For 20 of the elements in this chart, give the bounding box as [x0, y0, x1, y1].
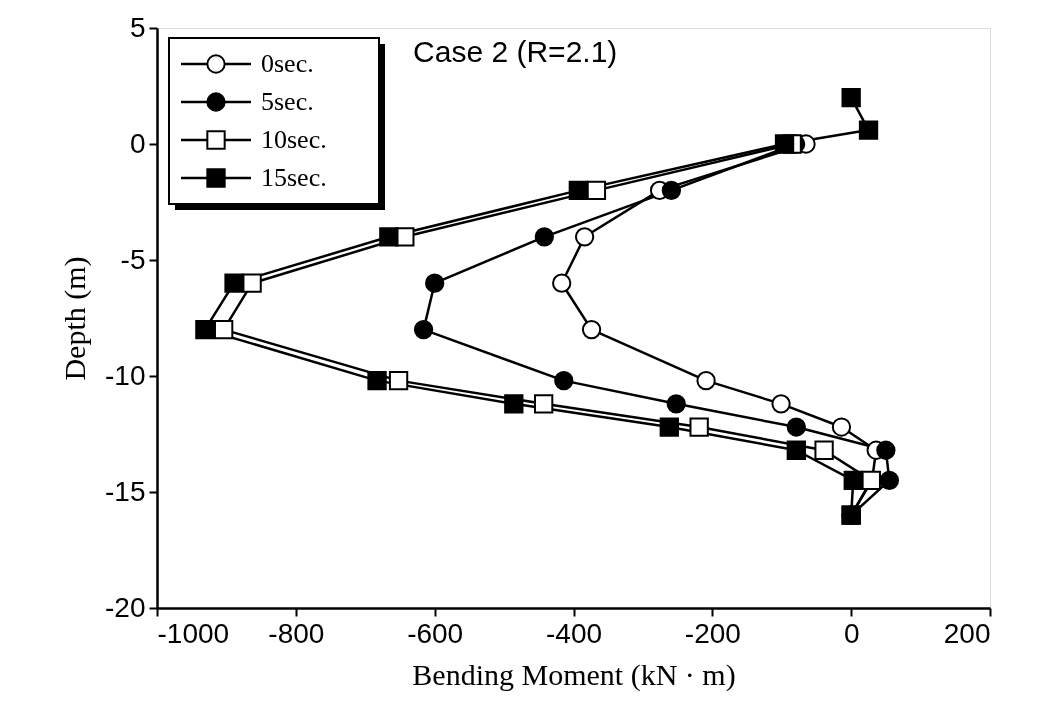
legend-label: 15sec. — [261, 163, 327, 192]
legend-label: 0sec. — [261, 49, 314, 78]
legend-label: 5sec. — [261, 87, 314, 116]
y-axis-title: Depth (m) — [58, 256, 93, 381]
x-tick-label: -800 — [268, 617, 325, 649]
y-tick-label: -10 — [105, 359, 146, 391]
x-tick-label: -200 — [684, 617, 741, 649]
x-tick-label: -1000 — [157, 617, 230, 649]
y-tick-label: -5 — [120, 243, 146, 275]
y-tick-label: -20 — [105, 591, 146, 623]
y-tick-label: 5 — [129, 11, 146, 43]
y-tick-label: 0 — [129, 127, 146, 159]
chart-title: Case 2 (R=2.1) — [413, 35, 618, 68]
x-tick-label: 200 — [943, 617, 991, 649]
x-tick-label: -600 — [407, 617, 464, 649]
y-tick-label: -15 — [105, 475, 146, 507]
x-tick-label: 0 — [843, 617, 860, 649]
legend-label: 10sec. — [261, 125, 327, 154]
x-axis-title: Bending Moment (kN · m) — [412, 657, 736, 692]
x-tick-label: -400 — [545, 617, 603, 649]
